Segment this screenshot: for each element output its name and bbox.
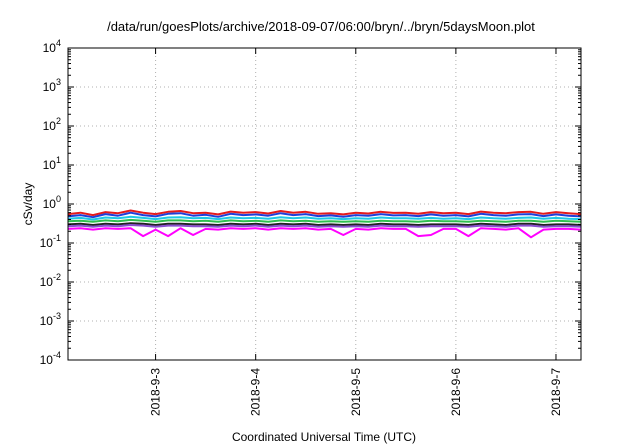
y-tick-label: 10-3 — [40, 311, 61, 328]
y-tick-label: 10-1 — [40, 233, 61, 250]
x-tick-label: 2018-9-4 — [249, 368, 263, 416]
x-tick-label: 2018-9-6 — [449, 368, 463, 416]
x-axis: 2018-9-3 2018-9-4 2018-9-5 2018-9-6 2018-9-7 — [149, 48, 563, 416]
y-tick-label: 104 — [43, 38, 61, 55]
chart-title: /data/run/goesPlots/archive/2018-09-07/0… — [107, 19, 535, 34]
series-line-2 — [67, 211, 582, 219]
y-tick-label: 102 — [43, 116, 61, 133]
y-tick-label: 101 — [43, 155, 61, 172]
series-line-7 — [67, 227, 582, 239]
series-group — [67, 209, 582, 239]
series-line-6 — [67, 224, 582, 228]
y-axis-label: cSv/day — [21, 183, 35, 226]
x-axis-label: Coordinated Universal Time (UTC) — [232, 430, 416, 444]
series-line-5 — [67, 222, 582, 226]
x-tick-label: 2018-9-3 — [149, 368, 163, 416]
y-tick-label: 100 — [43, 194, 61, 211]
x-tick-label: 2018-9-7 — [549, 368, 563, 416]
grid — [68, 48, 581, 360]
y-axis: 10-4 10-3 10-2 10-1 100 101 102 103 104 — [40, 38, 581, 367]
y-tick-label: 103 — [43, 77, 61, 94]
x-tick-label: 2018-9-5 — [349, 368, 363, 416]
series-line-3 — [67, 215, 582, 221]
series-line-4 — [67, 218, 582, 223]
series-line-1 — [67, 209, 582, 217]
y-tick-label: 10-4 — [40, 350, 61, 367]
y-tick-label: 10-2 — [40, 272, 61, 289]
